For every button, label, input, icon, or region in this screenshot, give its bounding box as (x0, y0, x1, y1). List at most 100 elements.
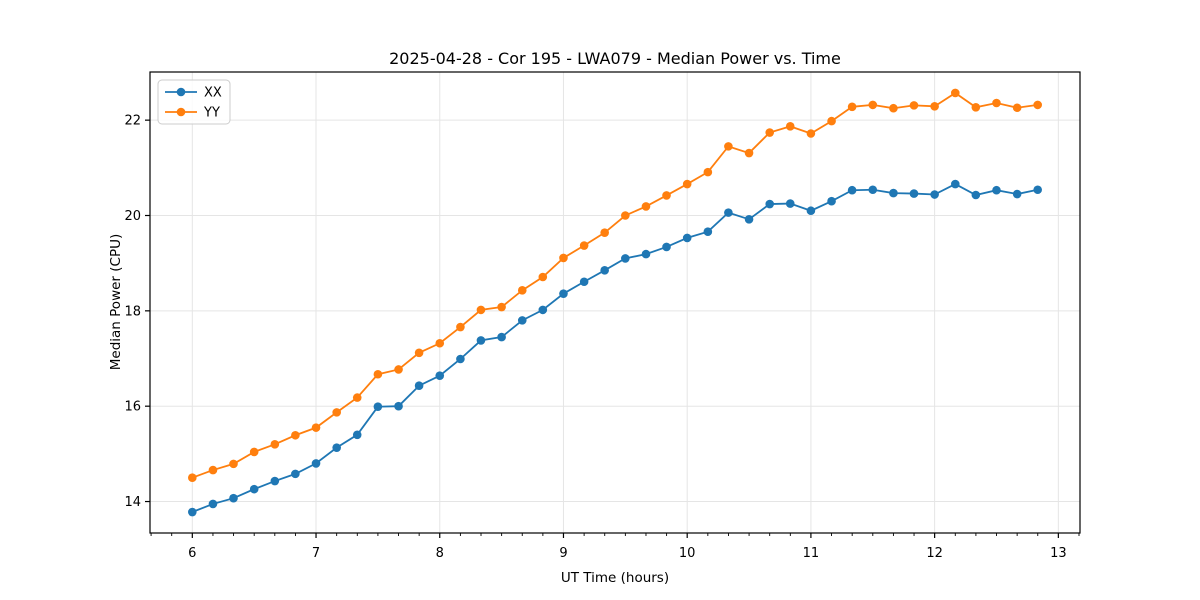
x-tick-label: 10 (679, 546, 696, 561)
data-point-xx (579, 277, 589, 287)
x-tick-label: 12 (926, 546, 943, 561)
data-point-yy (621, 211, 630, 220)
y-tick-label: 18 (124, 304, 141, 319)
data-point-yy (208, 465, 218, 475)
data-point-xx (188, 507, 197, 517)
data-point-yy (724, 142, 733, 151)
y-tick-label: 16 (124, 400, 141, 415)
axis-ticks (145, 119, 1080, 538)
data-point-yy (332, 408, 341, 417)
data-point-yy (456, 322, 465, 332)
data-point-yy (249, 447, 259, 457)
data-point-xx (456, 354, 465, 364)
chart-title: 2025-04-28 - Cor 195 - LWA079 - Median P… (389, 49, 841, 68)
x-tick-label: 6 (188, 546, 196, 561)
data-point-yy (785, 122, 795, 131)
data-point-yy (703, 167, 713, 177)
data-point-yy (394, 365, 403, 374)
data-point-yy (188, 473, 197, 482)
data-point-xx (847, 185, 857, 195)
data-point-xx (909, 189, 919, 198)
data-point-yy (579, 241, 589, 250)
data-point-xx (724, 208, 733, 217)
y-axis-label: Median Power (CPU) (108, 234, 124, 370)
data-point-xx (703, 227, 713, 237)
data-point-yy (744, 148, 754, 158)
legend-box (157, 79, 231, 125)
data-point-xx (1033, 185, 1042, 195)
plot-border (149, 71, 1081, 534)
data-point-xx (992, 185, 1001, 195)
data-point-yy (311, 423, 321, 432)
grid-lines (150, 72, 1080, 533)
data-point-xx (229, 493, 238, 503)
data-point-yy (476, 305, 486, 315)
data-point-yy (600, 228, 609, 237)
data-point-xx (621, 254, 630, 263)
y-tick-label: 22 (124, 114, 141, 129)
data-point-xx (868, 185, 878, 195)
data-point-xx (889, 188, 898, 198)
data-point-yy (497, 302, 506, 312)
legend: XX YY (157, 79, 231, 125)
x-tick-label: 7 (312, 546, 320, 561)
data-point-yy (229, 459, 238, 469)
data-point-yy (270, 440, 280, 449)
data-point-xx (971, 190, 981, 200)
data-point-yy (992, 98, 1001, 108)
data-point-yy (662, 191, 671, 200)
data-point-xx (497, 332, 506, 342)
data-point-xx (291, 469, 300, 479)
legend-marker-sample (176, 87, 186, 97)
data-point-yy (1012, 103, 1022, 113)
data-point-xx (208, 499, 218, 509)
data-point-xx (414, 381, 424, 390)
data-point-yy (930, 102, 939, 111)
data-point-xx (559, 289, 568, 298)
data-series (188, 88, 1042, 517)
series-xx (188, 179, 1042, 517)
data-point-xx (538, 305, 548, 315)
data-point-xx (785, 199, 795, 208)
y-tick-label: 14 (124, 495, 141, 510)
legend-label: YY (203, 106, 220, 121)
data-point-yy (682, 179, 692, 189)
data-point-yy (1033, 100, 1042, 110)
x-tick-label: 8 (436, 546, 444, 561)
data-point-xx (662, 242, 671, 252)
data-point-xx (394, 401, 403, 411)
data-point-xx (332, 443, 341, 452)
data-point-yy (909, 101, 919, 110)
data-point-xx (249, 484, 259, 494)
x-tick-label: 11 (803, 546, 820, 561)
data-point-xx (950, 179, 960, 189)
data-point-xx (1012, 189, 1022, 199)
data-point-xx (311, 459, 321, 468)
data-point-yy (352, 393, 362, 402)
x-axis-label: UT Time (hours) (561, 570, 669, 586)
data-point-yy (847, 102, 857, 112)
series-yy (188, 88, 1042, 482)
data-point-yy (765, 128, 775, 137)
axis-tick-labels: 6 7 8 9 10 11 12 13 14 16 18 20 22 (124, 114, 1066, 561)
data-point-yy (971, 102, 981, 112)
data-point-yy (435, 338, 445, 348)
data-point-xx (827, 196, 836, 206)
data-point-xx (765, 199, 775, 209)
x-tick-label: 13 (1050, 546, 1067, 561)
data-point-xx (517, 316, 527, 325)
data-point-yy (373, 369, 383, 379)
data-point-yy (868, 100, 878, 110)
data-point-xx (352, 430, 362, 440)
data-point-xx (435, 371, 445, 380)
data-point-yy (889, 103, 898, 113)
data-point-xx (744, 215, 754, 224)
legend-label: XX (204, 86, 222, 101)
data-point-yy (414, 348, 424, 358)
data-point-yy (517, 286, 527, 295)
data-point-xx (476, 336, 486, 345)
data-point-yy (291, 430, 300, 440)
data-point-xx (373, 402, 383, 411)
